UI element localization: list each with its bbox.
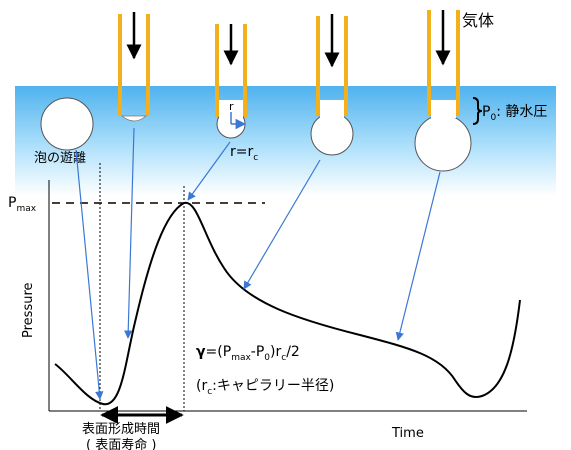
x-axis-label: Time (391, 426, 424, 441)
released-bubble (40, 97, 94, 151)
surface-lifetime-label: ( 表面寿命 ) (86, 437, 156, 450)
capillary-3 (310, 14, 354, 156)
y-axis-label: Pressure (21, 282, 36, 338)
water-region (15, 86, 556, 196)
critical-radius-label: r=rc (230, 144, 258, 163)
arrow-release (75, 149, 104, 400)
capillary-radius-note: (rc:キャピラリー半径) (196, 378, 334, 397)
hydrostatic-pressure-label: P0: 静水圧 (482, 104, 547, 123)
gas-label: 気体 (462, 11, 494, 30)
arrow-capillary-4 (395, 171, 441, 341)
pressure-curve (54, 201, 521, 406)
capillary-2 (215, 24, 247, 139)
arrow-capillary-3 (243, 159, 321, 290)
bubble-release-label: 泡の遊離 (34, 151, 86, 166)
hydrostatic-brace (472, 97, 483, 125)
capillary-4 (414, 10, 472, 172)
arrow-capillary-1 (124, 127, 135, 339)
arrow-capillary-2 (187, 141, 231, 201)
capillary-1 (118, 12, 150, 122)
radius-label: r (229, 100, 234, 113)
surface-tension-formula: γ=(Pmax-P0)rc/2 (196, 344, 300, 363)
surface-formation-time-label: 表面形成時間 (82, 422, 160, 437)
pmax-label: Pmax (8, 195, 37, 214)
